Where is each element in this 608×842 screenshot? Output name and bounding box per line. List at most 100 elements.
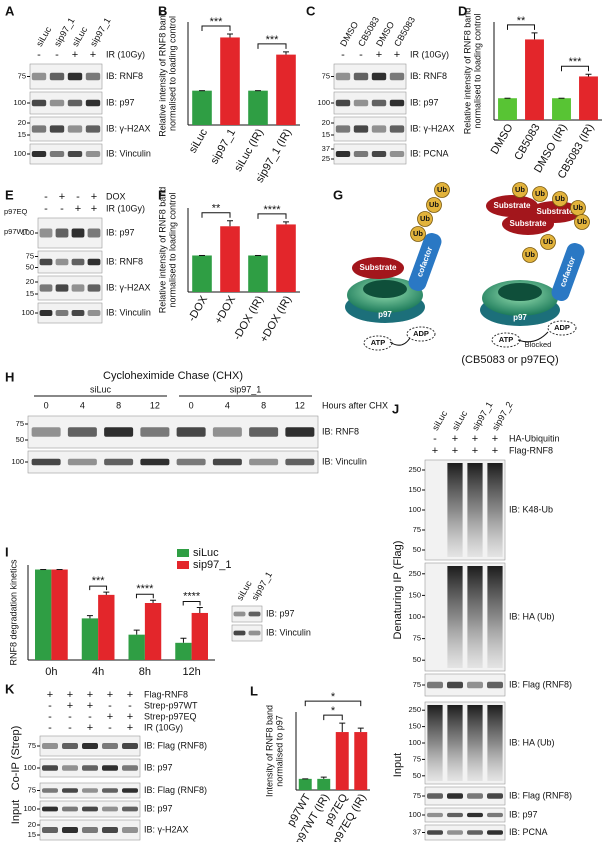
blot-smear <box>467 705 483 781</box>
ub-label: Ub <box>573 203 583 212</box>
size-marker: 100 <box>21 308 34 317</box>
blot-smear <box>487 705 503 781</box>
blot-band <box>67 427 97 437</box>
blot-label: IB: HA (Ub) <box>509 611 555 621</box>
bar <box>276 224 296 292</box>
significance-bracket <box>201 212 231 218</box>
adp-label: ADP <box>554 323 570 332</box>
blot-band <box>335 72 351 81</box>
blot-band <box>31 151 47 157</box>
size-marker: 15 <box>322 130 330 139</box>
blot-band <box>248 630 261 636</box>
blot-label: IB: PCNA <box>410 148 449 158</box>
blot-band <box>102 806 118 812</box>
lane-label: siLuc <box>34 25 53 49</box>
blot-band <box>55 228 69 238</box>
lane-label: sip97_1 <box>250 570 274 602</box>
size-marker: 100 <box>21 228 34 237</box>
lane-label: 12 <box>150 400 160 410</box>
adp-shape <box>406 326 436 342</box>
substrate-label: Substrate <box>494 201 531 210</box>
side-label: p97WT <box>4 227 29 236</box>
panel-letter: D <box>458 3 467 18</box>
p97-label: p97 <box>513 313 527 322</box>
condition-mark: - <box>37 49 41 61</box>
blot-label: IB: Vinculin <box>106 148 151 158</box>
blot-band <box>87 284 101 292</box>
size-marker: 15 <box>28 830 36 839</box>
size-marker: 100 <box>408 505 421 514</box>
ub-label: Ub <box>543 237 553 246</box>
significance-bracket <box>201 25 231 32</box>
condition-mark: + <box>67 689 73 701</box>
blot-band <box>487 681 503 689</box>
significance-label: *** <box>92 575 106 587</box>
blot-label: IB: RNF8 <box>322 426 359 436</box>
ub-label: Ub <box>420 214 430 223</box>
size-marker: 100 <box>23 804 36 813</box>
condition-mark: + <box>492 445 498 457</box>
side-label: p97EQ <box>4 207 28 216</box>
blot-label: IB: RNF8 <box>106 256 143 266</box>
condition-mark: + <box>492 433 498 445</box>
condition-mark: - <box>128 700 132 712</box>
blot-band <box>447 812 463 818</box>
blot-band <box>39 258 53 266</box>
blot-frame <box>231 624 263 642</box>
blot-frame <box>37 250 103 274</box>
ub-label: Ub <box>555 194 565 203</box>
significance-label: **** <box>183 590 201 602</box>
condition-mark: - <box>359 49 363 61</box>
blot-band <box>233 630 246 636</box>
condition-mark: + <box>432 445 438 457</box>
blot-band <box>371 125 387 133</box>
blot-band <box>102 743 118 749</box>
blot-band <box>335 99 351 107</box>
condition-mark: + <box>87 700 93 712</box>
error-bar <box>283 51 289 55</box>
panel-letter: J <box>392 401 399 416</box>
condition-mark: + <box>107 711 113 723</box>
substrate-label: Substrate <box>510 219 547 228</box>
condition-mark: + <box>472 445 478 457</box>
blot-band <box>487 812 503 818</box>
legend-label: sip97_1 <box>193 559 232 571</box>
blot-band <box>49 99 65 107</box>
error-bar <box>196 607 203 613</box>
significance-bracket <box>507 24 535 30</box>
condition-mark: - <box>55 49 59 61</box>
condition-label: IR (10Gy) <box>144 722 183 732</box>
blot-band <box>42 743 58 749</box>
blot-band <box>122 788 138 793</box>
ub-label: Ub <box>525 250 535 259</box>
atp-label: ATP <box>499 335 513 344</box>
blot-title: Cycloheximide Chase (CHX) <box>103 370 243 382</box>
blot-band <box>371 151 387 157</box>
significance-label: *** <box>210 16 224 28</box>
condition-mark: - <box>48 722 52 734</box>
legend-swatch <box>177 549 189 557</box>
substrate-label: Substrate <box>360 263 397 272</box>
significance-label: * <box>331 691 336 703</box>
size-marker: 100 <box>408 612 421 621</box>
blot-band <box>85 99 101 107</box>
blot-band <box>104 458 134 466</box>
blot-label: IB: Flag (RNF8) <box>509 790 572 800</box>
error-bar <box>227 220 233 227</box>
bar <box>35 569 52 660</box>
condition-mark: + <box>67 700 73 712</box>
blot-band <box>467 830 483 835</box>
blot-band <box>55 258 69 266</box>
size-marker: 100 <box>13 149 26 158</box>
condition-mark: - <box>341 49 345 61</box>
significance-bracket <box>182 601 201 606</box>
substrate <box>486 195 538 217</box>
ubiquitin <box>426 197 442 213</box>
blot-band <box>39 310 53 316</box>
ubiquitin <box>574 214 590 230</box>
size-marker: 100 <box>11 457 24 466</box>
bar <box>248 255 268 292</box>
condition-mark: + <box>90 49 96 61</box>
blot-band <box>427 681 443 689</box>
blot-label: IB: RNF8 <box>106 71 143 81</box>
